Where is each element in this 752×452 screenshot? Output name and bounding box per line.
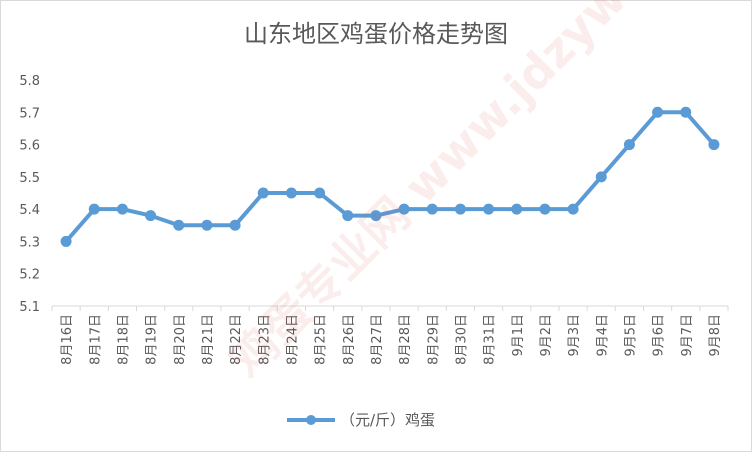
x-tick-label: 9月4日 (595, 314, 610, 357)
x-tick-label: 8月23日 (257, 314, 272, 365)
data-point (285, 187, 297, 199)
data-point (229, 219, 241, 231)
data-point (398, 203, 410, 215)
x-tick-label: 9月2日 (539, 314, 554, 357)
data-point (680, 106, 692, 118)
data-point (623, 139, 635, 151)
y-tick-label: 5.8 (19, 74, 40, 89)
chart-title: 山东地区鸡蛋价格走势图 (244, 20, 508, 48)
data-point (116, 203, 128, 215)
x-tick-label: 8月20日 (173, 314, 188, 365)
x-tick-label: 9月5日 (623, 314, 638, 357)
x-tick-label: 8月26日 (342, 314, 357, 365)
data-point (652, 106, 664, 118)
data-point (342, 210, 354, 222)
data-point (173, 219, 185, 231)
legend-point-marker (306, 415, 316, 425)
data-point (708, 139, 720, 151)
x-tick-label: 8月31日 (483, 314, 498, 365)
data-point (314, 187, 326, 199)
x-tick-label: 9月6日 (652, 314, 667, 357)
x-tick-label: 8月28日 (398, 314, 413, 365)
data-point (426, 203, 438, 215)
data-point (454, 203, 466, 215)
data-point (511, 203, 523, 215)
watermark-text: 鸡蛋专业网 www.jdzyw.com (220, 0, 723, 388)
y-tick-label: 5.2 (19, 268, 40, 283)
x-tick-label: 8月18日 (116, 314, 131, 365)
x-tick-label: 8月30日 (454, 314, 469, 365)
legend-label: （元/斤）鸡蛋 (340, 411, 435, 429)
chart-axes (51, 305, 729, 311)
data-point (60, 235, 72, 247)
x-tick-label: 8月22日 (229, 314, 244, 365)
series-group (60, 106, 720, 247)
y-tick-label: 5.5 (19, 171, 40, 186)
y-tick-label: 5.1 (19, 300, 40, 315)
x-tick-label: 8月19日 (145, 314, 160, 365)
x-tick-label: 8月29日 (426, 314, 441, 365)
y-tick-labels: 5.1 5.2 5.3 5.4 5.5 5.6 5.7 5.8 (19, 74, 40, 315)
data-point (595, 171, 607, 183)
x-tick-label: 8月24日 (285, 314, 300, 365)
x-tick-label: 8月21日 (201, 314, 216, 365)
x-tick-label: 9月1日 (511, 314, 526, 357)
data-point (567, 203, 579, 215)
x-tick-label: 8月16日 (60, 314, 75, 365)
data-point (88, 203, 100, 215)
x-tick-label: 9月3日 (567, 314, 582, 357)
y-tick-label: 5.7 (19, 106, 40, 121)
x-tick-label: 9月8日 (708, 314, 723, 357)
data-point (370, 210, 382, 222)
data-point (257, 187, 269, 199)
x-tick-label: 8月27日 (370, 314, 385, 365)
y-tick-label: 5.3 (19, 235, 40, 250)
data-point (539, 203, 551, 215)
data-point (201, 219, 213, 231)
x-tick-labels: 8月16日 8月17日 8月18日 8月19日 8月20日 8月21日 8月22日 8月23日… (60, 314, 723, 365)
x-tick-label: 8月17日 (88, 314, 103, 365)
x-tick-label: 9月7日 (680, 314, 695, 357)
data-point (483, 203, 495, 215)
y-tick-label: 5.6 (19, 139, 40, 154)
legend: （元/斤）鸡蛋 (287, 411, 435, 429)
y-tick-label: 5.4 (19, 203, 40, 218)
x-tick-label: 8月25日 (314, 314, 329, 365)
data-point (145, 210, 157, 222)
